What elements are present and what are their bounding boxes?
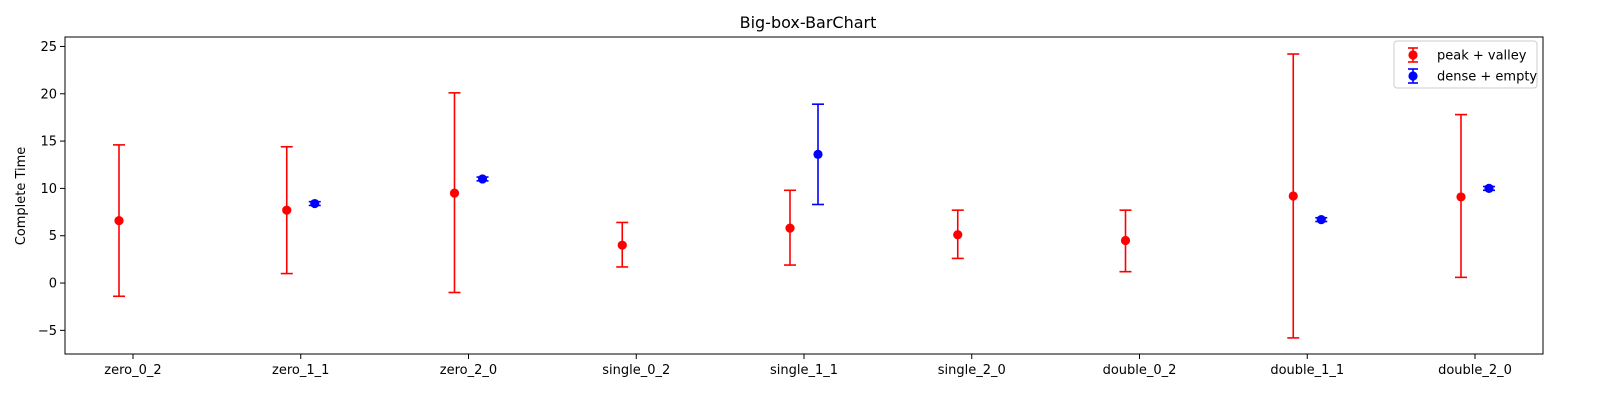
x-tick-label: single_2_0 xyxy=(938,363,1006,378)
legend: peak + valley dense + empty xyxy=(1393,40,1538,89)
data-point xyxy=(1456,192,1466,202)
errorbar-peak-valley xyxy=(1455,113,1467,279)
errorbar-peak-valley xyxy=(113,144,125,298)
errorbar-dense-empty xyxy=(812,103,824,206)
x-tick-label: zero_0_2 xyxy=(104,363,161,378)
data-point xyxy=(477,174,488,184)
x-tick-label: double_2_0 xyxy=(1438,363,1512,378)
y-axis-label: Complete Time xyxy=(14,147,29,246)
errorbar-peak-valley xyxy=(784,189,796,266)
errorbar-peak-valley xyxy=(951,209,964,260)
y-tick-label: 5 xyxy=(49,229,57,244)
legend-entry-peak-valley: peak + valley xyxy=(1408,47,1527,64)
data-point xyxy=(310,198,320,209)
chart-title: Big-box-BarChart xyxy=(740,13,877,32)
x-tick-label: zero_2_0 xyxy=(440,363,497,378)
errorbar-dense-empty xyxy=(1483,183,1495,194)
errorbar-peak-valley xyxy=(280,145,293,275)
data-point xyxy=(1120,235,1131,246)
data-point xyxy=(114,215,124,226)
legend-marker xyxy=(1408,71,1418,81)
errorbar-peak-valley xyxy=(1287,53,1300,339)
y-tick-label: 0 xyxy=(49,277,57,292)
y-tick-label: 10 xyxy=(40,182,57,197)
x-tick-label: double_1_1 xyxy=(1270,363,1344,378)
errorbar-dense-empty xyxy=(476,174,489,184)
errorbar-peak-valley xyxy=(448,92,461,294)
y-tick-label: −5 xyxy=(38,324,57,339)
x-tick-label: double_0_2 xyxy=(1103,363,1177,378)
errorbar-dense-empty xyxy=(308,198,321,209)
data-point xyxy=(282,205,292,215)
legend-box xyxy=(1393,40,1538,89)
data-point xyxy=(1288,191,1298,201)
errorbar-dense-empty xyxy=(1315,215,1328,225)
x-tick-label: single_0_2 xyxy=(602,363,670,378)
legend-label: peak + valley xyxy=(1437,49,1527,64)
errorbar-peak-valley xyxy=(1119,209,1132,273)
x-tick-label: zero_1_1 xyxy=(272,363,329,378)
data-point xyxy=(1484,183,1494,194)
data-point xyxy=(953,230,963,240)
legend-marker xyxy=(1408,50,1418,60)
y-tick-label: 15 xyxy=(40,135,57,150)
legend-entry-dense-empty: dense + empty xyxy=(1408,68,1537,85)
y-tick-label: 20 xyxy=(40,87,57,102)
x-tick-label: single_1_1 xyxy=(770,363,838,378)
data-point xyxy=(785,223,795,233)
y-tick-label: 25 xyxy=(40,40,57,55)
data-point xyxy=(1316,215,1326,225)
data-point xyxy=(617,240,627,250)
legend-label: dense + empty xyxy=(1437,70,1537,85)
plot-area: −5 0 5 10 15 20 25 zero_0_2 zero_1_1 zero_2_0 sing… xyxy=(38,36,1544,378)
data-point xyxy=(813,149,823,159)
data-point xyxy=(449,188,460,198)
errorbar-peak-valley xyxy=(616,221,629,268)
